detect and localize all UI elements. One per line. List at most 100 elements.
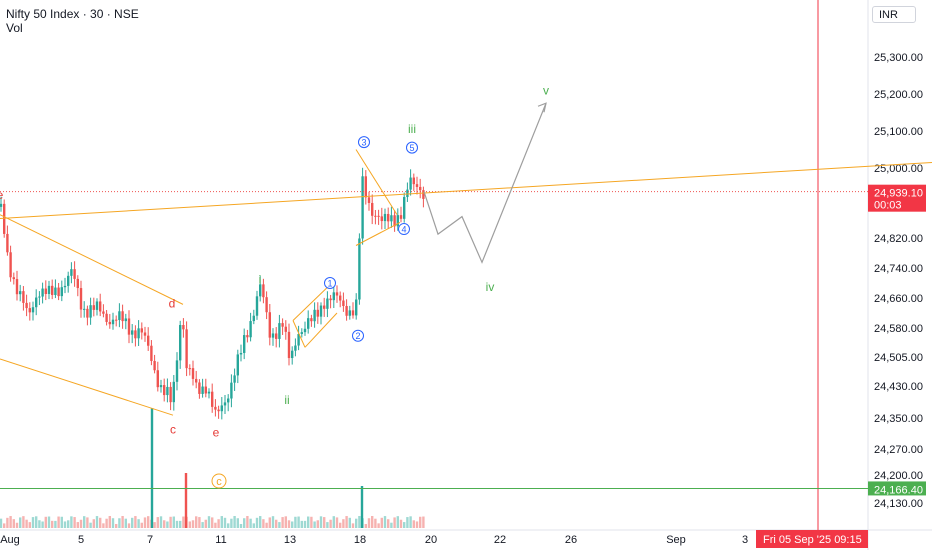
- volume-bar: [73, 517, 76, 528]
- volume-bar: [15, 522, 19, 528]
- volume-bar: [188, 521, 191, 528]
- volume-bar: [22, 516, 25, 528]
- candle-body: [54, 287, 57, 295]
- candle-body: [195, 378, 198, 383]
- candle-body: [220, 405, 223, 412]
- currency-selector[interactable]: INR: [872, 6, 916, 23]
- volume-bar: [211, 517, 214, 528]
- pattern-line: [292, 320, 306, 348]
- volume-bar: [153, 522, 156, 528]
- candle-body: [339, 295, 342, 301]
- candle-body: [223, 402, 227, 406]
- volume-bar: [316, 520, 319, 528]
- volume-bar: [147, 516, 150, 528]
- volume-bar: [44, 516, 47, 528]
- volume-bar: [63, 521, 67, 528]
- volume-bar: [99, 517, 102, 528]
- wave-label-circle: [406, 141, 418, 154]
- wave-label-3: 3: [361, 138, 366, 148]
- volume-bar: [326, 522, 329, 528]
- candle-body: [227, 398, 230, 403]
- candle-body: [233, 375, 236, 383]
- time-tick-label: 7: [147, 534, 153, 546]
- volume-bar: [259, 516, 262, 528]
- candle-body: [95, 301, 99, 310]
- volume-bar: [163, 520, 166, 528]
- candle-body: [345, 306, 348, 316]
- volume-spike: [150, 408, 154, 528]
- volume-bar: [387, 519, 390, 528]
- volume-bar: [287, 520, 291, 528]
- candle-body: [105, 313, 108, 322]
- volume-bar: [25, 519, 28, 528]
- candle-body: [86, 308, 89, 318]
- candle-body: [70, 269, 73, 276]
- time-tick-label: Aug: [0, 534, 20, 546]
- volume-bar: [268, 517, 271, 528]
- volume-spike: [360, 486, 364, 528]
- candle-body: [188, 368, 191, 370]
- wave-label-c: c: [216, 476, 222, 488]
- symbol-title[interactable]: Nifty 50 Index · 30 · NSE: [6, 7, 139, 21]
- volume-bar: [281, 517, 284, 528]
- candle-body: [364, 176, 367, 198]
- time-tick-label: 18: [354, 534, 366, 546]
- volume-bar: [332, 516, 335, 528]
- time-tick-label: 22: [494, 534, 506, 546]
- volume-bar: [124, 518, 127, 528]
- volume-bar: [134, 516, 137, 528]
- candle-body: [207, 391, 211, 394]
- volume-bar: [0, 518, 3, 528]
- volume-bar: [255, 517, 259, 528]
- volume-bar: [12, 519, 15, 528]
- candle-body: [281, 323, 284, 327]
- volume-bar: [198, 517, 201, 528]
- volume-bar: [393, 517, 396, 528]
- volume-bar: [223, 517, 227, 528]
- candle-body: [179, 325, 182, 361]
- candle-body: [287, 331, 291, 359]
- volume-bar: [159, 516, 163, 528]
- price-tick-label: 25,300.00: [874, 52, 923, 64]
- volume-bar: [377, 523, 380, 528]
- price-tick-label: 24,270.00: [874, 444, 923, 456]
- volume-indicator-label[interactable]: Vol: [6, 21, 23, 35]
- candle-body: [419, 186, 422, 191]
- volume-bar: [127, 523, 131, 528]
- candle-body: [198, 382, 201, 394]
- candle-body: [316, 309, 319, 317]
- candle-body: [28, 308, 31, 313]
- volume-bar: [83, 516, 86, 528]
- pattern-line: [0, 161, 932, 220]
- support-badge-text: 24,166.40: [874, 484, 923, 496]
- volume-bar: [35, 516, 38, 528]
- price-tick-label: 24,820.00: [874, 233, 923, 245]
- candle-body: [313, 309, 316, 322]
- volume-bar: [140, 522, 143, 528]
- volume-bar: [236, 518, 239, 528]
- candle-body: [172, 381, 175, 403]
- volume-bar: [166, 521, 169, 528]
- volume-bar: [41, 521, 44, 528]
- wave-label-5: 5: [409, 143, 414, 153]
- volume-bar: [409, 516, 412, 528]
- volume-bar: [380, 517, 383, 528]
- volume-bar: [54, 520, 57, 528]
- candle-body: [387, 213, 390, 222]
- candle-body: [6, 233, 9, 253]
- candle-body: [44, 288, 47, 294]
- wave-label-1: 1: [327, 279, 332, 289]
- candle-body: [22, 291, 25, 303]
- candle-body: [291, 350, 294, 359]
- candle-body: [406, 189, 409, 198]
- volume-bar: [60, 516, 63, 528]
- candle-body: [214, 406, 217, 410]
- volume-bar: [307, 516, 310, 528]
- wave-label-e: e: [213, 426, 220, 440]
- volume-bar: [217, 519, 220, 528]
- candle-body: [47, 285, 51, 294]
- last-price-badge-bg: [868, 184, 926, 212]
- candle-body: [249, 321, 252, 338]
